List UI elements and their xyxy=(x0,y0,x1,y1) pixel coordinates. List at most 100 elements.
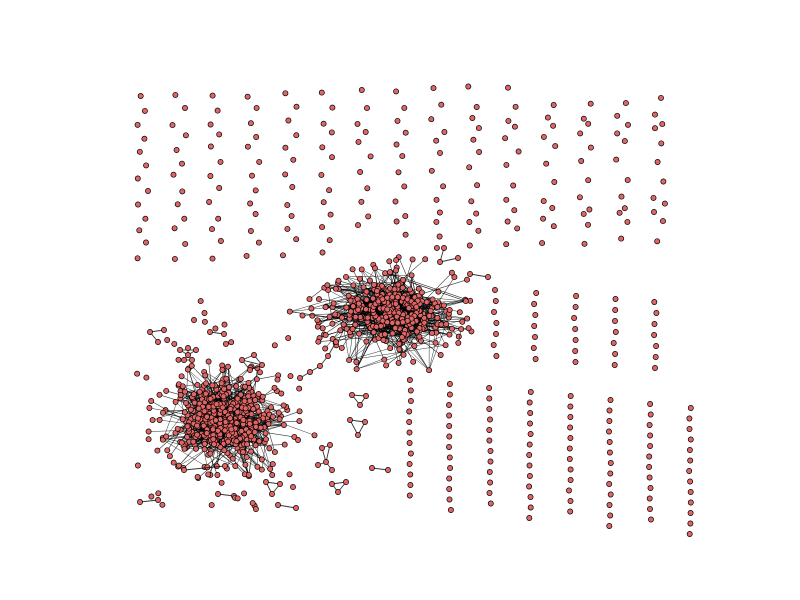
cluster-node xyxy=(145,428,152,435)
cluster-node xyxy=(413,303,420,310)
isolated-node xyxy=(533,290,540,296)
component-node xyxy=(307,369,313,375)
cluster-node xyxy=(184,423,191,430)
isolated-node xyxy=(527,431,534,437)
cluster-node xyxy=(337,327,344,334)
isolated-node xyxy=(428,167,435,174)
isolated-node xyxy=(612,318,618,324)
isolated-node xyxy=(249,172,255,179)
isolated-node xyxy=(218,479,225,486)
cluster-node xyxy=(183,400,189,406)
cluster-node xyxy=(383,362,390,369)
cluster-node xyxy=(203,380,209,387)
cluster-node xyxy=(446,306,453,313)
cluster-node xyxy=(319,325,326,332)
isolated-node xyxy=(209,255,216,262)
isolated-node xyxy=(652,365,658,371)
isolated-node xyxy=(606,481,613,487)
cluster-node xyxy=(437,352,444,358)
cluster-node xyxy=(227,406,234,412)
isolated-node xyxy=(511,207,518,214)
cluster-node xyxy=(255,390,262,397)
isolated-node xyxy=(430,85,437,92)
isolated-node xyxy=(440,183,447,190)
isolated-node xyxy=(209,226,215,233)
component-node xyxy=(362,419,368,425)
isolated-node xyxy=(526,515,533,521)
cluster-node xyxy=(245,471,252,478)
isolated-node xyxy=(606,449,613,456)
cluster-node xyxy=(148,398,155,404)
cluster-node xyxy=(244,441,251,448)
isolated-node xyxy=(329,154,335,161)
isolated-node xyxy=(401,183,408,190)
isolated-node xyxy=(572,348,579,354)
isolated-node xyxy=(487,458,494,465)
isolated-node xyxy=(136,227,143,234)
cluster-node xyxy=(226,384,232,391)
cluster-node xyxy=(221,386,228,392)
cluster-node xyxy=(246,397,253,404)
isolated-node xyxy=(466,242,473,249)
cluster-node xyxy=(269,461,276,468)
graph-edge xyxy=(384,334,430,371)
isolated-node xyxy=(402,129,409,136)
isolated-node xyxy=(278,390,285,397)
isolated-node xyxy=(293,236,300,243)
cluster-node xyxy=(203,430,210,437)
isolated-node xyxy=(606,428,612,435)
cluster-node xyxy=(393,257,400,264)
isolated-node xyxy=(647,432,654,439)
cluster-node xyxy=(422,256,429,263)
cluster-node xyxy=(233,438,240,445)
isolated-node xyxy=(296,385,303,392)
isolated-node xyxy=(648,516,654,523)
cluster-node xyxy=(322,304,329,311)
isolated-node xyxy=(576,194,583,201)
cluster-node xyxy=(280,422,287,428)
cluster-node xyxy=(396,340,403,347)
small-component-tree xyxy=(315,442,335,473)
cluster-node xyxy=(370,329,377,336)
isolated-node xyxy=(247,120,254,127)
component-node xyxy=(327,442,333,448)
cluster-node xyxy=(392,300,399,307)
cluster-node xyxy=(373,323,380,330)
isolated-node xyxy=(577,130,584,137)
isolated-node xyxy=(155,490,162,497)
cluster-node xyxy=(256,438,263,445)
isolated-node xyxy=(503,241,510,248)
cluster-node xyxy=(329,320,336,327)
cluster-node xyxy=(207,395,214,402)
isolated-node xyxy=(217,238,224,244)
isolated-node xyxy=(646,464,653,470)
isolated-node xyxy=(247,228,254,234)
cluster-node xyxy=(349,326,356,332)
cluster-node xyxy=(316,296,322,303)
cluster-node xyxy=(408,272,415,279)
isolated-node xyxy=(145,436,152,443)
isolated-node xyxy=(441,129,448,135)
isolated-node xyxy=(511,123,518,130)
cluster-node xyxy=(380,337,387,343)
cluster-node xyxy=(203,413,210,420)
isolated-node xyxy=(686,531,693,537)
isolated-node xyxy=(182,132,189,139)
cluster-node xyxy=(384,294,391,301)
isolated-node xyxy=(567,424,574,431)
isolated-node xyxy=(687,489,694,495)
cluster-node xyxy=(432,339,439,346)
isolated-node xyxy=(174,201,181,208)
isolated-node xyxy=(284,225,291,232)
isolated-node xyxy=(214,107,221,114)
cluster-node xyxy=(181,445,188,452)
isolated-node xyxy=(492,287,498,293)
cluster-node xyxy=(358,266,365,273)
isolated-node xyxy=(687,405,694,411)
isolated-node xyxy=(493,331,499,337)
isolated-node xyxy=(526,441,533,448)
component-node xyxy=(251,352,257,358)
isolated-node xyxy=(433,218,440,225)
cluster-node xyxy=(462,298,469,305)
isolated-node xyxy=(289,184,296,190)
